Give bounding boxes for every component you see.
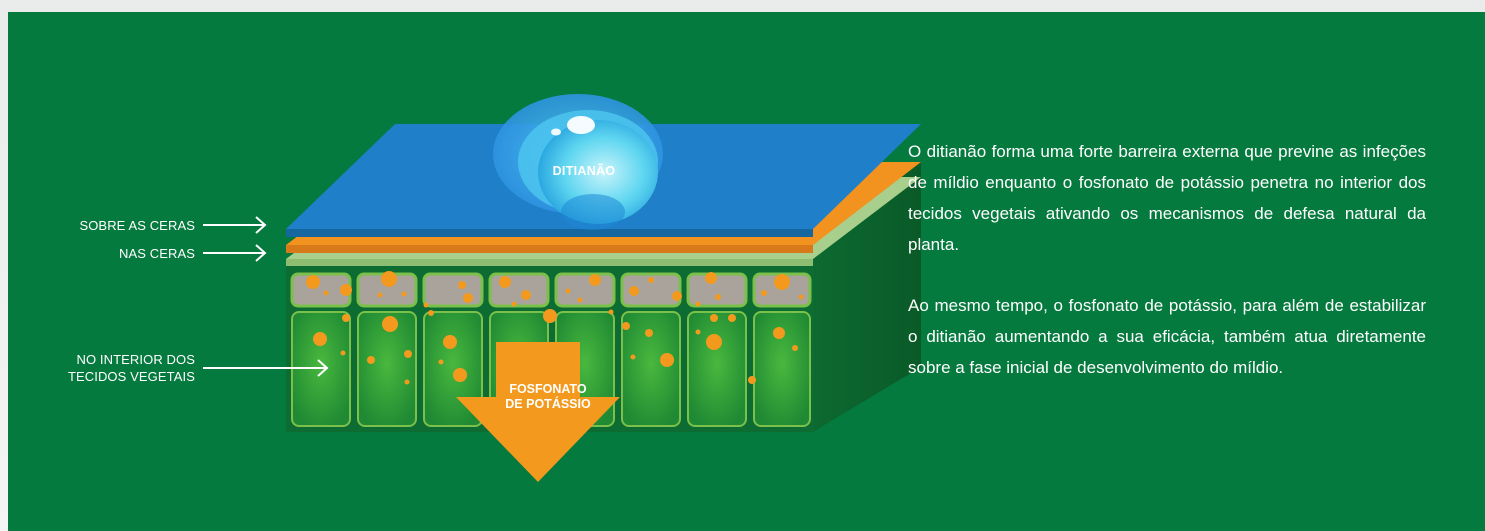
arrow-label-line2: DE POTÁSSIO bbox=[505, 397, 591, 411]
diagram-panel: SOBRE AS CERAS NAS CERAS NO INTERIOR DOS… bbox=[8, 12, 1485, 531]
leaf-layer-diagram: SOBRE AS CERAS NAS CERAS NO INTERIOR DOS… bbox=[8, 12, 928, 531]
label-interior-line2: TECIDOS VEGETAIS bbox=[67, 369, 195, 384]
arrow-label: FOSFONATO DE POTÁSSIO bbox=[478, 382, 618, 412]
description: O ditianão forma uma forte barreira exte… bbox=[908, 136, 1426, 413]
label-interior: NO INTERIOR DOS TECIDOS VEGETAIS bbox=[28, 351, 195, 385]
label-sobre-ceras: SOBRE AS CERAS bbox=[79, 218, 195, 233]
label-interior-line1: NO INTERIOR DOS bbox=[76, 352, 195, 367]
description-paragraph-1: O ditianão forma uma forte barreira exte… bbox=[908, 142, 1426, 254]
label-nas-ceras: NAS CERAS bbox=[118, 246, 195, 261]
leaf-cross-section bbox=[203, 94, 921, 482]
phosphonate-particles bbox=[306, 271, 804, 385]
phosphonate-arrow bbox=[456, 342, 620, 482]
label-pointers bbox=[203, 216, 329, 377]
ditianao-drop bbox=[493, 94, 663, 230]
arrow-label-line1: FOSFONATO bbox=[509, 382, 587, 396]
drop-label: DITIANÃO bbox=[552, 164, 616, 178]
description-paragraph-2: Ao mesmo tempo, o fosfonato de potássio,… bbox=[908, 296, 1426, 377]
